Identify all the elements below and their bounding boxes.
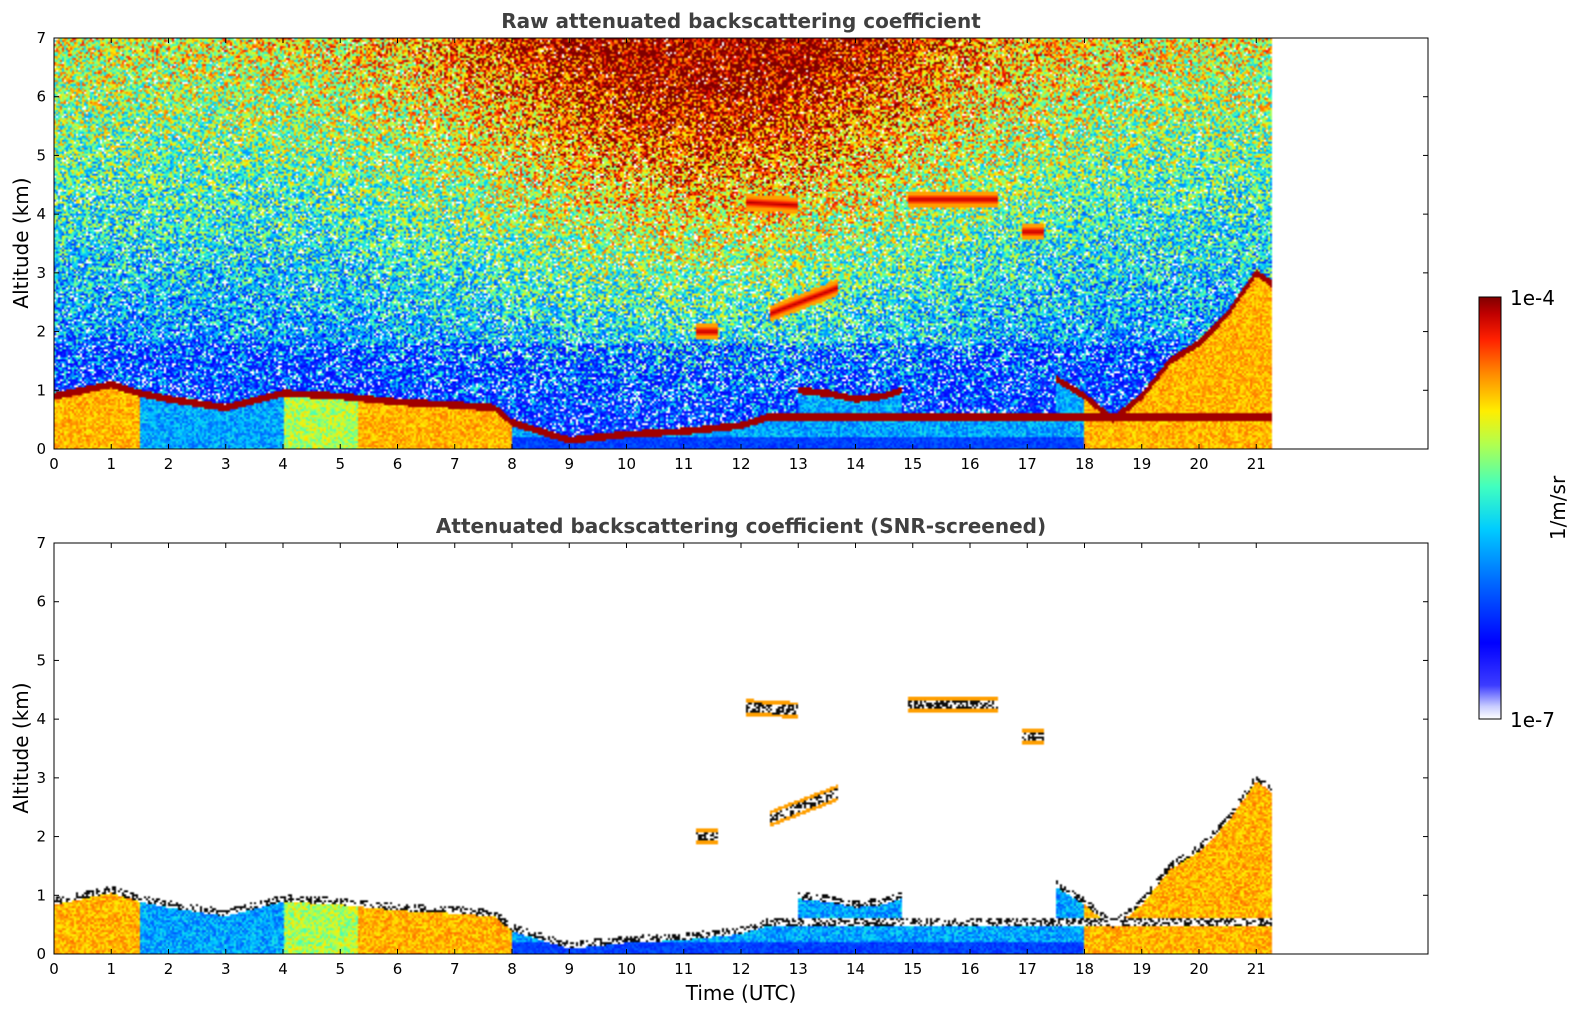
- x-tick-label: 13: [789, 960, 808, 978]
- x-tick-label: 0: [49, 455, 59, 473]
- xaxis-label: Time (UTC): [685, 981, 797, 1005]
- x-tick-label: 20: [1189, 960, 1208, 978]
- raw-backscatter-heatmap: [54, 38, 1428, 449]
- x-tick-label: 3: [221, 960, 231, 978]
- y-tick-label: 7: [36, 29, 46, 47]
- x-tick-label: 11: [674, 455, 693, 473]
- x-tick-label: 12: [731, 455, 750, 473]
- y-tick-label: 0: [36, 945, 46, 963]
- x-tick-label: 5: [335, 960, 345, 978]
- x-tick-label: 7: [450, 960, 460, 978]
- x-tick-label: 6: [393, 455, 403, 473]
- x-tick-label: 9: [564, 455, 574, 473]
- x-tick-label: 17: [1018, 960, 1037, 978]
- x-tick-label: 10: [617, 960, 636, 978]
- panel-screened-ticks: 0 1 2 3 4 5 6 7 8 9 10 11 12 13 14 15 16 17 18 19 20 21012345…: [36, 534, 1428, 978]
- x-tick-label: 2: [164, 960, 174, 978]
- x-tick-label: 18: [1075, 455, 1094, 473]
- x-tick-label: 19: [1132, 455, 1151, 473]
- x-tick-label: 15: [903, 960, 922, 978]
- x-tick-label: 8: [507, 960, 517, 978]
- x-tick-label: 16: [960, 960, 979, 978]
- x-tick-label: 3: [221, 455, 231, 473]
- y-tick-label: 5: [36, 651, 46, 669]
- y-tick-label: 2: [36, 323, 46, 341]
- y-tick-label: 3: [36, 264, 46, 282]
- colorbar-gradient: [1478, 296, 1502, 720]
- x-tick-label: 0: [49, 960, 59, 978]
- x-tick-label: 16: [960, 455, 979, 473]
- x-tick-label: 6: [393, 960, 403, 978]
- y-tick-label: 6: [36, 593, 46, 611]
- x-tick-label: 12: [731, 960, 750, 978]
- x-tick-label: 18: [1075, 960, 1094, 978]
- panel-raw-plot-area: [54, 38, 1428, 449]
- x-tick-label: 20: [1189, 455, 1208, 473]
- x-tick-label: 14: [846, 455, 865, 473]
- panel-screened-plot-area: [54, 543, 1428, 954]
- x-tick-label: 1: [106, 455, 116, 473]
- x-tick-label: 1: [106, 960, 116, 978]
- panel-screened-ylabel: Altitude (km): [9, 682, 33, 813]
- panel-raw-ylabel: Altitude (km): [9, 177, 33, 308]
- y-tick-label: 4: [36, 205, 46, 223]
- x-tick-label: 11: [674, 960, 693, 978]
- colorbar: 1e-4 1e-7 1/m/sr: [1478, 286, 1570, 732]
- colorbar-max-label: 1e-4: [1510, 286, 1555, 310]
- y-tick-label: 7: [36, 534, 46, 552]
- y-tick-label: 1: [36, 381, 46, 399]
- y-tick-label: 6: [36, 88, 46, 106]
- panel-raw: Raw attenuated backscattering coefficien…: [9, 9, 1429, 473]
- screened-backscatter-heatmap: [54, 543, 1428, 954]
- y-tick-label: 4: [36, 710, 46, 728]
- x-tick-label: 2: [164, 455, 174, 473]
- x-tick-label: 10: [617, 455, 636, 473]
- x-tick-label: 9: [564, 960, 574, 978]
- x-tick-label: 5: [335, 455, 345, 473]
- y-tick-label: 5: [36, 146, 46, 164]
- panel-screened-title: Attenuated backscattering coefficient (S…: [436, 514, 1046, 538]
- x-tick-label: 13: [789, 455, 808, 473]
- x-tick-label: 21: [1247, 960, 1266, 978]
- y-tick-label: 0: [36, 440, 46, 458]
- y-tick-label: 1: [36, 886, 46, 904]
- x-tick-label: 17: [1018, 455, 1037, 473]
- panel-screened: Attenuated backscattering coefficient (S…: [9, 514, 1429, 1005]
- y-tick-label: 2: [36, 828, 46, 846]
- x-tick-label: 15: [903, 455, 922, 473]
- x-tick-label: 4: [278, 455, 288, 473]
- panel-raw-title: Raw attenuated backscattering coefficien…: [501, 9, 981, 33]
- x-tick-label: 4: [278, 960, 288, 978]
- colorbar-min-label: 1e-7: [1510, 708, 1555, 732]
- x-tick-label: 7: [450, 455, 460, 473]
- colorbar-unit-label: 1/m/sr: [1546, 475, 1570, 540]
- x-tick-label: 8: [507, 455, 517, 473]
- x-tick-label: 14: [846, 960, 865, 978]
- y-tick-label: 3: [36, 769, 46, 787]
- panel-raw-ticks: 0 1 2 3 4 5 6 7 8 9 10 11 12 13 14 15 16 17 18 19 20 21012345…: [36, 29, 1428, 473]
- x-tick-label: 19: [1132, 960, 1151, 978]
- x-tick-label: 21: [1247, 455, 1266, 473]
